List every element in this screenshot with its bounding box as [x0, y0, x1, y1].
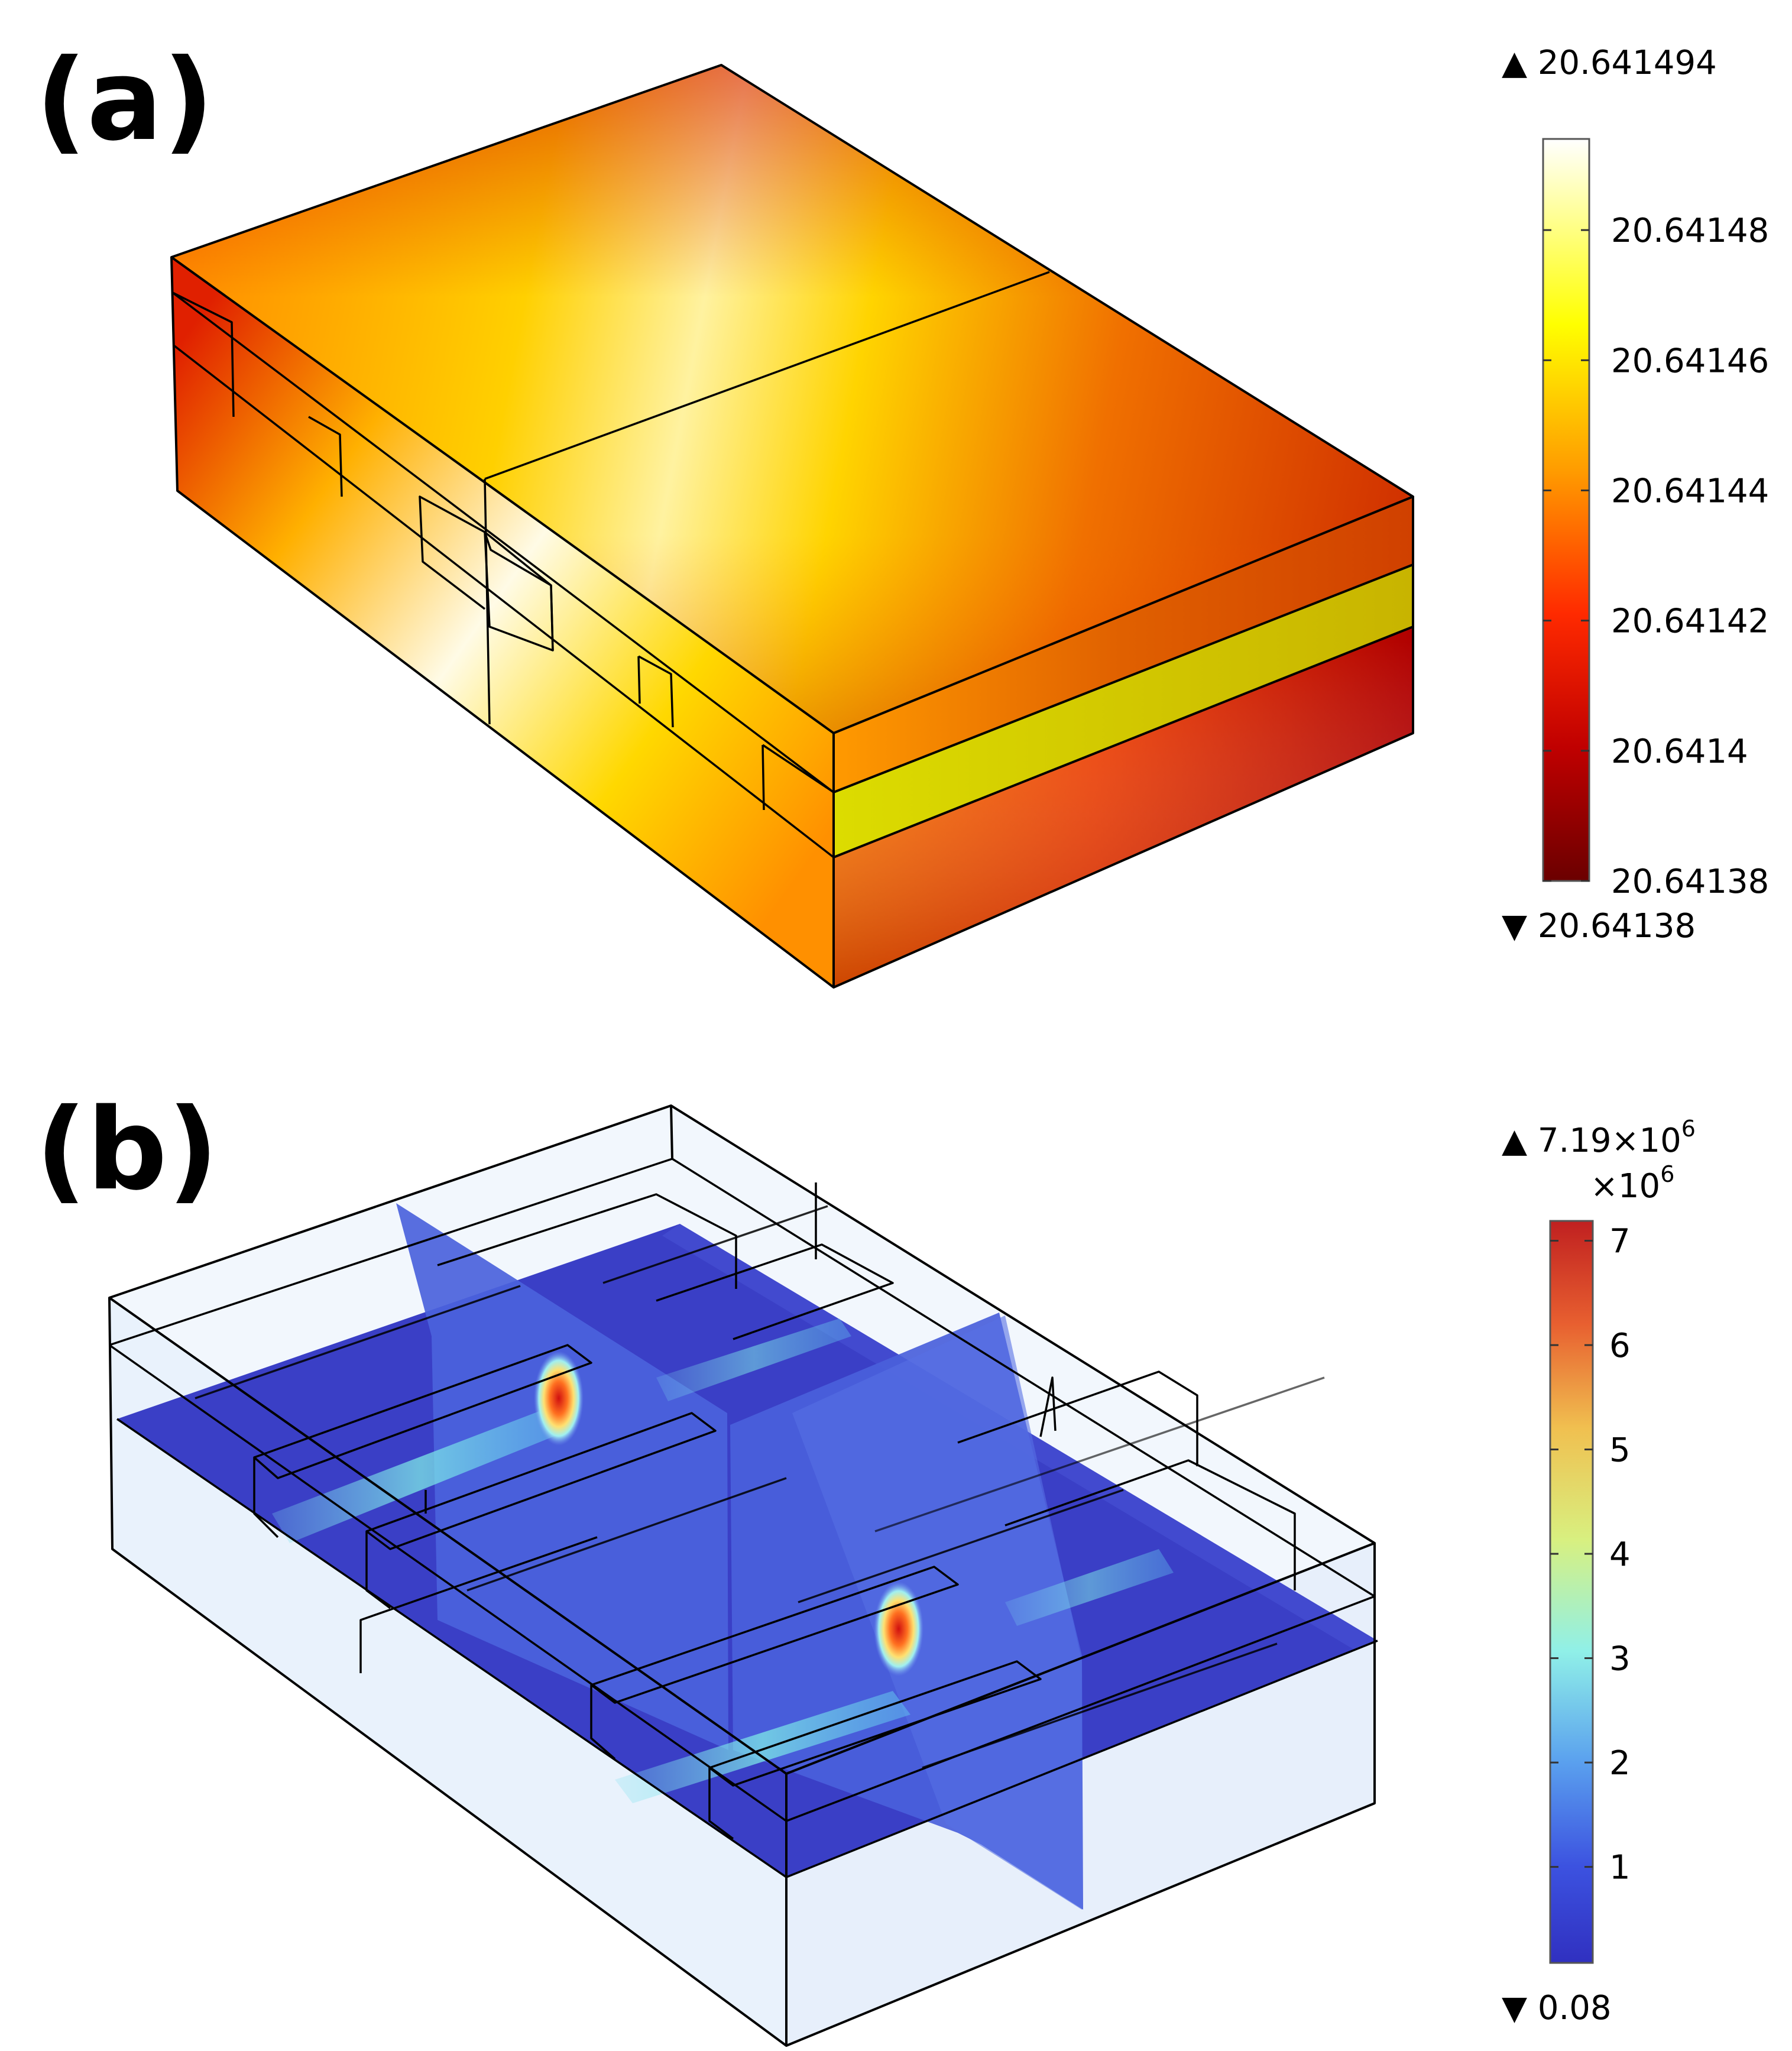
panel-a: (a) [35, 35, 1769, 989]
panel-a-colorbar: ▲ 20.641494 20.6414820.6414620.6414420.6… [1502, 44, 1769, 945]
colorbar-b-ticks: 7 6 5 4 3 2 1 [1550, 1223, 1631, 1887]
panel-a-label: (a) [35, 35, 214, 166]
colorbar-a-min-label: ▼ 20.64138 [1502, 907, 1696, 945]
colorbar-tick-label: 2 [1609, 1744, 1631, 1783]
colorbar-b-multiplier: ×106 [1590, 1161, 1674, 1206]
colorbar-a-max-label: ▲ 20.641494 [1502, 44, 1717, 82]
block-front-face [171, 257, 834, 987]
colorbar-tick-label: 20.64144 [1611, 472, 1769, 510]
block-right-top-layer [834, 497, 1413, 792]
colorbar-tick-label: 20.64146 [1611, 342, 1769, 380]
colorbar-tick-label: 1 [1609, 1849, 1631, 1887]
colorbar-tick-label: 6 [1609, 1327, 1631, 1365]
colorbar-b-min-label: ▼ 0.08 [1502, 1989, 1612, 2027]
colorbar-tick-label: 20.64142 [1611, 602, 1769, 641]
colorbar-tick-label: 20.64138 [1611, 863, 1769, 901]
panel-b-label: (b) [35, 1084, 219, 1215]
block-right-mid-layer [834, 565, 1413, 857]
colorbar-tick-label: 5 [1609, 1431, 1631, 1470]
colorbar-tick-label: 4 [1609, 1535, 1631, 1574]
panel-b-colorbar: ▲ 7.19×106 ×106 7 6 5 4 3 2 1 ▼ 0.08 [1502, 1116, 1696, 2027]
colorbar-tick-label: 20.6414 [1611, 733, 1748, 771]
hot-spot-1 [534, 1351, 584, 1446]
panel-b-field-block [108, 1104, 1378, 2047]
colorbar-b-max-label: ▲ 7.19×106 [1502, 1116, 1696, 1160]
panel-b: (b) [35, 1084, 1696, 2047]
vertical-slice-plane-1 [396, 1203, 728, 1750]
colorbar-a-ticks: 20.64148 20.64146 20.64144 20.64142 20.6414 2… [1543, 212, 1769, 901]
colorbar-tick-label: 20.64148 [1611, 212, 1769, 250]
panel-a-heat-block [170, 64, 1414, 989]
colorbar-a-gradient [1542, 138, 1590, 882]
colorbar-tick-label: 7 [1609, 1223, 1631, 1261]
colorbar-tick-label: 3 [1609, 1640, 1631, 1679]
hot-spot-2 [874, 1582, 923, 1676]
colorbar-b-gradient [1549, 1220, 1594, 1964]
